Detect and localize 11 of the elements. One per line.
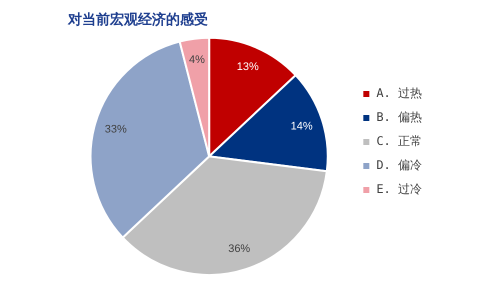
chart-title: 对当前宏观经济的感受	[67, 11, 208, 28]
data-label: 14%	[290, 120, 313, 132]
legend-label: C. 正常	[376, 134, 422, 148]
legend-label: B. 偏热	[376, 110, 422, 124]
legend-label: A. 过热	[376, 86, 422, 100]
data-label: 4%	[189, 54, 206, 66]
data-label: 13%	[236, 61, 260, 74]
legend-label: E. 过冷	[376, 182, 422, 196]
data-label: 36%	[228, 242, 250, 255]
legend-label: D. 偏冷	[376, 158, 422, 172]
data-label: 33%	[104, 123, 127, 136]
